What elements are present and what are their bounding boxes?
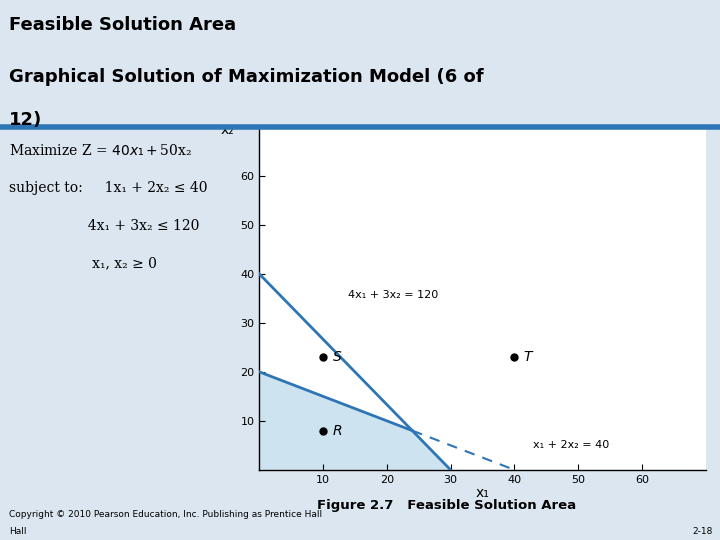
Text: T: T (524, 350, 532, 364)
Text: S: S (333, 350, 341, 364)
Text: Figure 2.7   Feasible Solution Area: Figure 2.7 Feasible Solution Area (317, 500, 576, 512)
X-axis label: x₁: x₁ (475, 486, 490, 500)
Text: x₁, x₂ ≥ 0: x₁, x₂ ≥ 0 (9, 256, 156, 271)
Text: x₁ + 2x₂ = 40: x₁ + 2x₂ = 40 (534, 440, 610, 450)
Text: R: R (333, 423, 342, 437)
Text: 2-18: 2-18 (693, 526, 713, 536)
Text: x₂: x₂ (220, 123, 234, 137)
Text: subject to:     1x₁ + 2x₂ ≤ 40: subject to: 1x₁ + 2x₂ ≤ 40 (9, 181, 207, 195)
Text: 4x₁ + 3x₂ ≤ 120: 4x₁ + 3x₂ ≤ 120 (9, 219, 199, 233)
Text: 12): 12) (9, 111, 42, 129)
Polygon shape (259, 372, 451, 470)
Text: Copyright © 2010 Pearson Education, Inc. Publishing as Prentice Hall: Copyright © 2010 Pearson Education, Inc.… (9, 510, 322, 519)
Text: Feasible Solution Area: Feasible Solution Area (9, 16, 235, 34)
Text: Maximize Z = $40x₁ + $50x₂: Maximize Z = $40x₁ + $50x₂ (9, 143, 192, 158)
Text: Hall: Hall (9, 526, 26, 536)
Text: 4x₁ + 3x₂ = 120: 4x₁ + 3x₂ = 120 (348, 291, 438, 300)
Text: Graphical Solution of Maximization Model (6 of: Graphical Solution of Maximization Model… (9, 68, 483, 85)
